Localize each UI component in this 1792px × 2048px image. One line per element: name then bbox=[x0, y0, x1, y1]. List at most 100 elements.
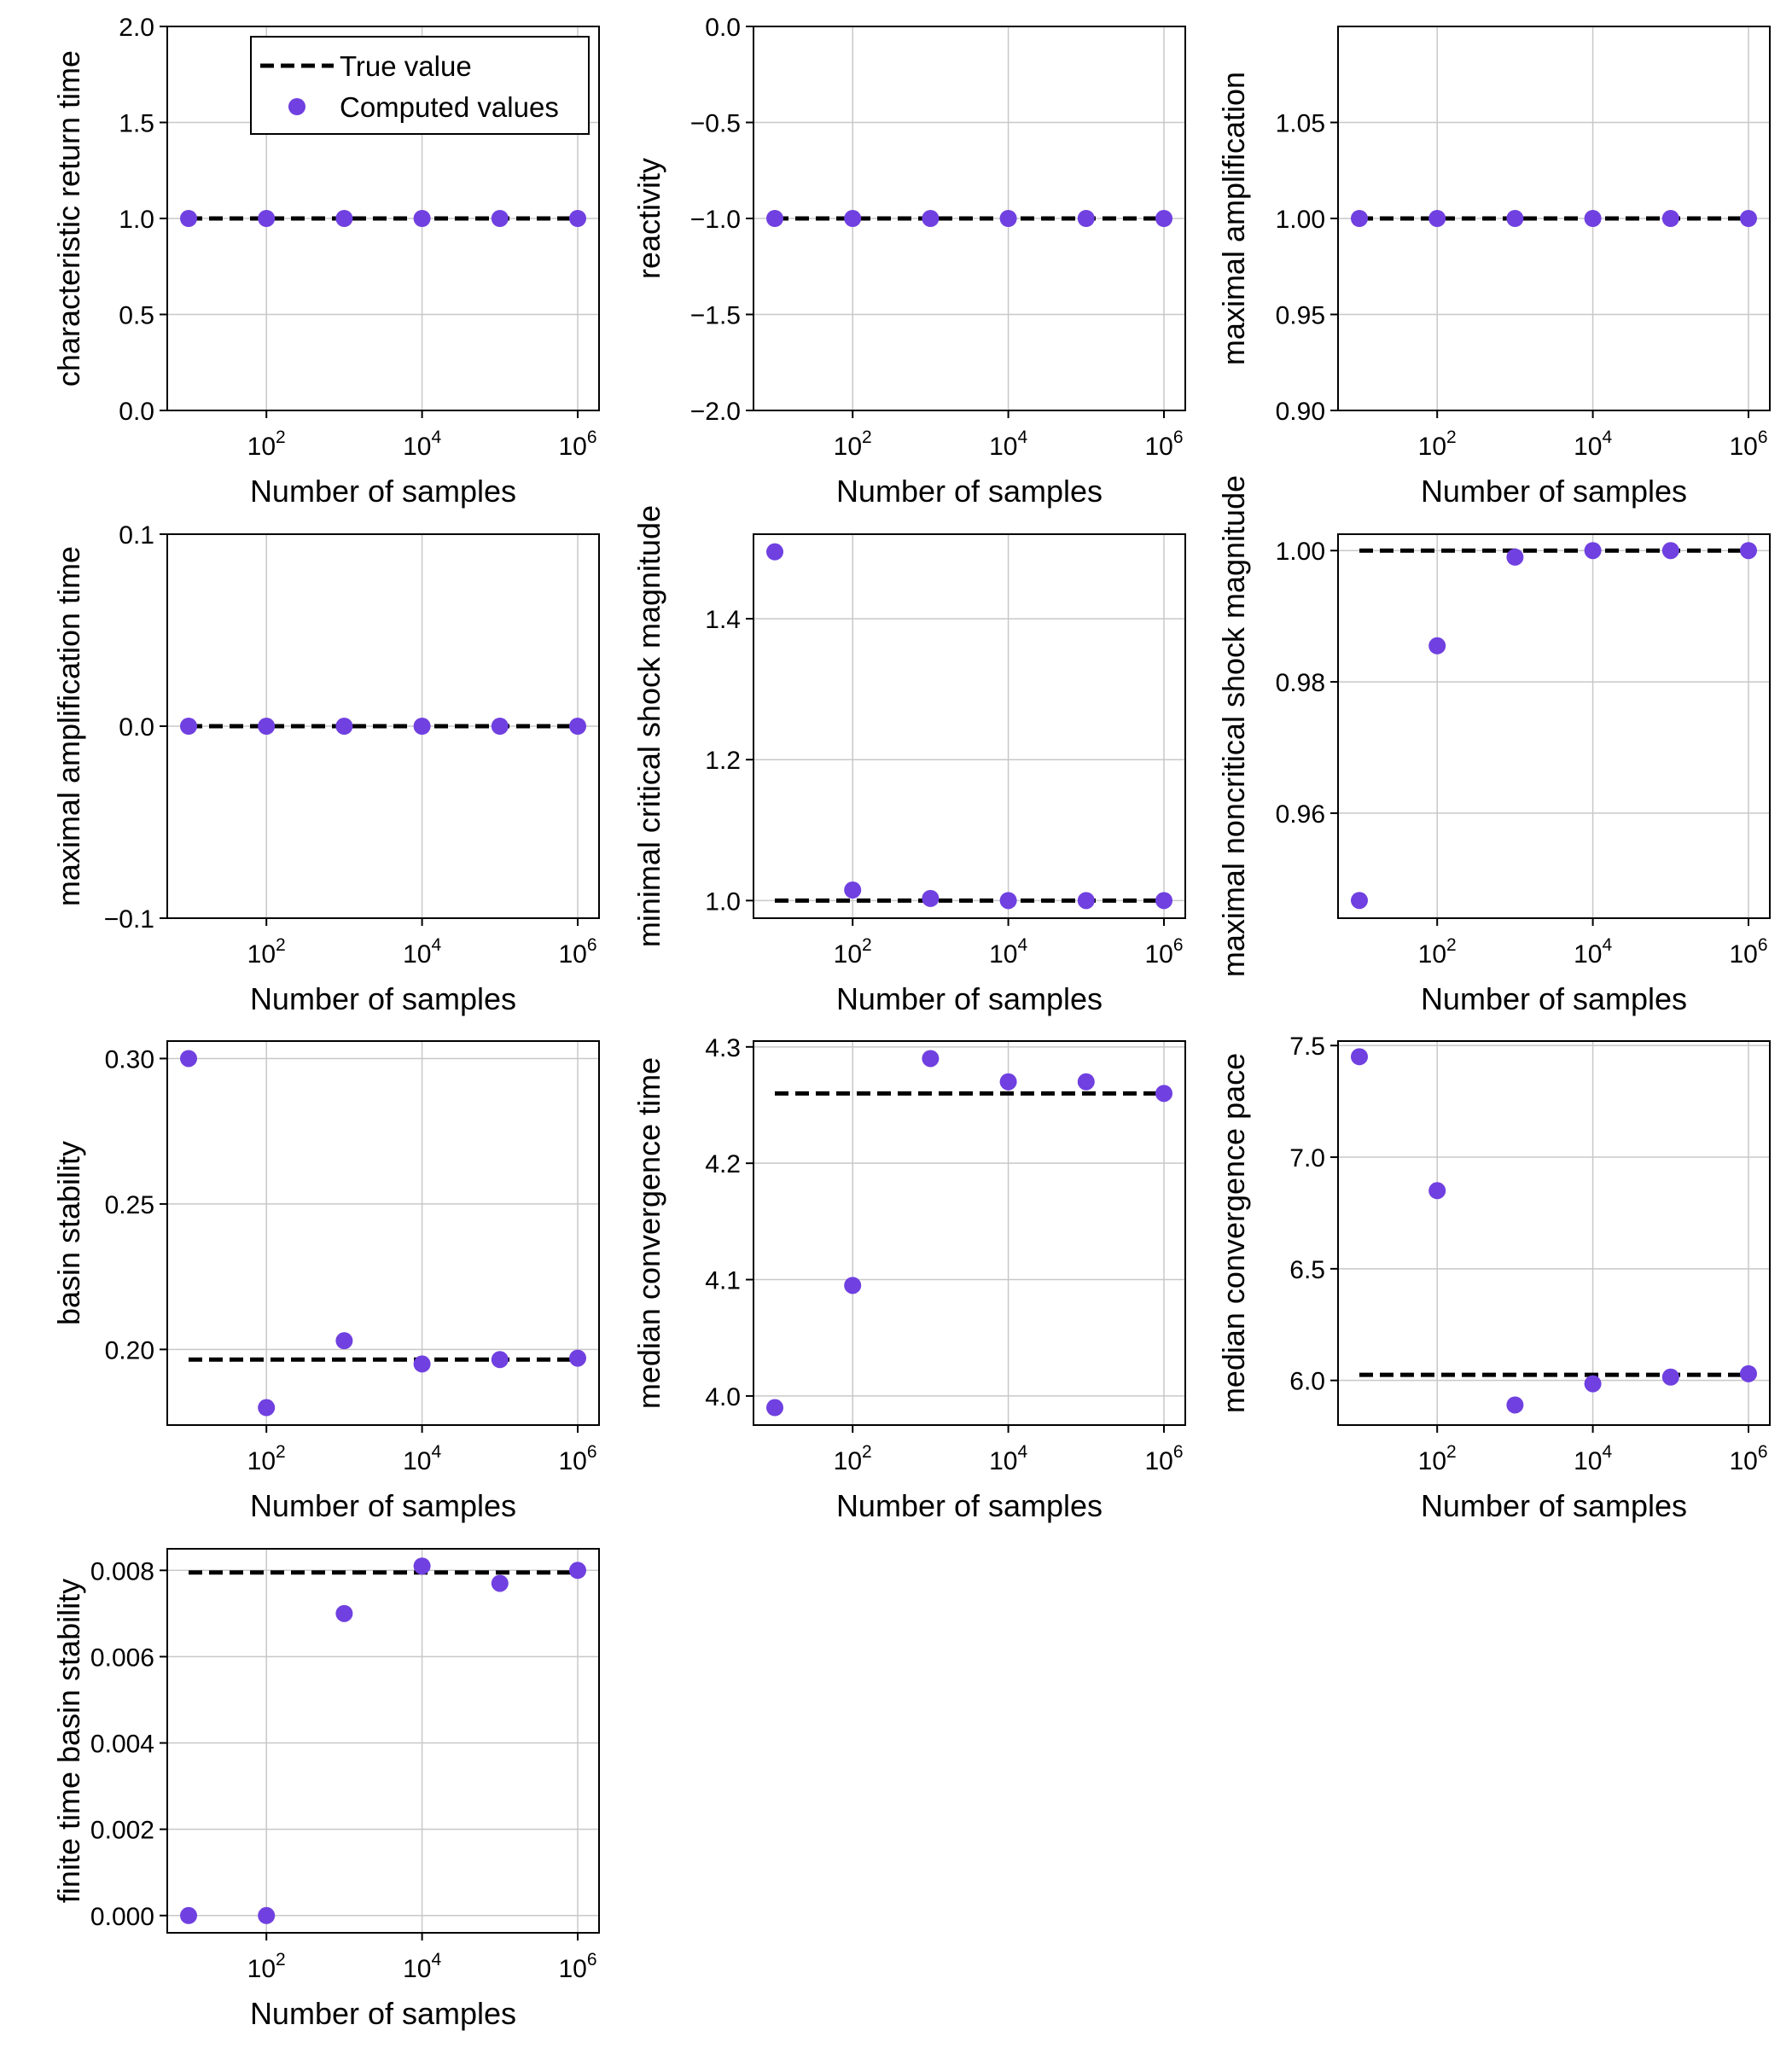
data-point-3 bbox=[1506, 210, 1524, 227]
y-axis-label: median convergence pace bbox=[1216, 1053, 1251, 1413]
x-axis-label: Number of samples bbox=[836, 1488, 1103, 1523]
y-tick-label-2: 1.2 bbox=[705, 747, 741, 775]
data-point-5 bbox=[1661, 542, 1679, 560]
x-tick-label-1: 102 bbox=[834, 1442, 872, 1475]
plot-frame bbox=[1337, 533, 1771, 919]
y-tick-label-2: 0.0 bbox=[119, 713, 154, 742]
data-point-5 bbox=[491, 1351, 509, 1369]
x-tick-label-1: 102 bbox=[1418, 428, 1457, 461]
data-point-3 bbox=[335, 210, 353, 227]
data-point-3 bbox=[335, 1332, 353, 1350]
y-tick-label-2: 4.1 bbox=[705, 1267, 741, 1295]
data-point-1 bbox=[180, 718, 197, 735]
y-tick-label-3: 0.004 bbox=[90, 1731, 154, 1759]
x-tick-label-1: 102 bbox=[834, 935, 872, 969]
plot-frame bbox=[166, 1548, 600, 1934]
data-point-2 bbox=[258, 1906, 276, 1924]
x-axis-label: Number of samples bbox=[250, 474, 516, 509]
data-point-1 bbox=[766, 1399, 783, 1417]
data-point-4 bbox=[413, 718, 431, 735]
x-tick-label-2: 104 bbox=[1574, 935, 1612, 969]
y-tick-label-3: 7.0 bbox=[1289, 1144, 1325, 1172]
x-tick-label-1: 102 bbox=[834, 428, 872, 461]
y-tick-label-5: 2.0 bbox=[119, 14, 154, 42]
chart-panel-10: 0.000 0.002 0.004 0.006 0.008 102 104 106 Number… bbox=[51, 1548, 600, 2031]
chart-panel-2: −2.0 −1.5 −1.0 −0.5 0.0 102 104 106 Number of sa… bbox=[631, 14, 1186, 509]
y-tick-label-2: 0.25 bbox=[105, 1191, 154, 1219]
x-tick-label-2: 104 bbox=[403, 935, 441, 969]
y-tick-label-2: 0.002 bbox=[90, 1817, 154, 1845]
x-tick-label-3: 106 bbox=[1729, 428, 1767, 461]
x-tick-label-2: 104 bbox=[989, 428, 1027, 461]
data-point-3 bbox=[922, 889, 940, 907]
x-axis-label: Number of samples bbox=[250, 981, 516, 1016]
data-point-3 bbox=[335, 1604, 353, 1622]
y-axis-label: minimal critical shock magnitude bbox=[631, 505, 666, 947]
x-tick-label-3: 106 bbox=[558, 1950, 596, 1983]
y-tick-label-1: 0.0 bbox=[119, 398, 154, 426]
x-axis-label: Number of samples bbox=[1421, 981, 1687, 1016]
data-point-5 bbox=[1077, 210, 1095, 227]
y-tick-label-1: 0.90 bbox=[1276, 398, 1325, 426]
legend-true-label: True value bbox=[340, 50, 472, 82]
y-tick-label-1: −2.0 bbox=[690, 398, 741, 426]
chart-panel-9: 6.0 6.5 7.0 7.5 102 104 106 Number of samples me… bbox=[1216, 1033, 1771, 1523]
data-point-4 bbox=[413, 210, 431, 227]
y-axis-label: finite time basin stability bbox=[51, 1579, 86, 1903]
y-tick-label-4: 0.006 bbox=[90, 1644, 154, 1672]
data-point-6 bbox=[569, 1349, 586, 1367]
data-point-4 bbox=[413, 1355, 431, 1373]
x-tick-label-1: 102 bbox=[247, 428, 286, 461]
plot-frame bbox=[166, 1040, 600, 1426]
data-point-2 bbox=[844, 210, 862, 227]
y-tick-label-3: 1.00 bbox=[1276, 538, 1325, 566]
data-point-4 bbox=[999, 892, 1017, 910]
x-tick-label-3: 106 bbox=[558, 935, 596, 969]
data-point-6 bbox=[1740, 210, 1757, 227]
y-tick-label-1: 0.96 bbox=[1276, 800, 1325, 829]
x-tick-label-2: 104 bbox=[1574, 428, 1612, 461]
y-axis-label: reactivity bbox=[631, 158, 666, 279]
x-axis-label: Number of samples bbox=[250, 1488, 516, 1523]
y-tick-label-5: 0.0 bbox=[705, 14, 741, 42]
data-point-1 bbox=[180, 1906, 197, 1924]
x-tick-label-3: 106 bbox=[1144, 935, 1183, 969]
data-point-2 bbox=[1428, 210, 1446, 227]
y-axis-label: median convergence time bbox=[631, 1057, 666, 1409]
data-point-5 bbox=[491, 210, 509, 227]
data-point-4 bbox=[1584, 542, 1602, 560]
data-point-3 bbox=[922, 210, 940, 227]
data-point-5 bbox=[491, 1574, 509, 1592]
legend-computed-label: Computed values bbox=[340, 91, 559, 123]
data-point-5 bbox=[491, 718, 509, 735]
x-axis-label: Number of samples bbox=[1421, 1488, 1687, 1523]
y-tick-label-3: 0.30 bbox=[105, 1045, 154, 1073]
data-point-6 bbox=[1155, 1085, 1172, 1103]
y-tick-label-4: 7.5 bbox=[1289, 1033, 1325, 1061]
x-tick-label-3: 106 bbox=[558, 1442, 596, 1475]
legend-computed-swatch bbox=[288, 98, 305, 115]
data-point-1 bbox=[180, 210, 197, 227]
data-point-4 bbox=[1584, 210, 1602, 227]
data-point-2 bbox=[1428, 637, 1446, 655]
x-axis-label: Number of samples bbox=[1421, 474, 1687, 509]
data-point-3 bbox=[922, 1050, 940, 1068]
x-tick-label-1: 102 bbox=[247, 1950, 286, 1983]
data-point-5 bbox=[1661, 210, 1679, 227]
y-tick-label-1: 1.0 bbox=[705, 887, 741, 916]
y-tick-label-4: 1.5 bbox=[119, 110, 154, 138]
y-tick-label-3: 1.0 bbox=[119, 206, 154, 234]
x-tick-label-3: 106 bbox=[558, 428, 596, 461]
data-point-6 bbox=[569, 718, 586, 735]
data-point-4 bbox=[413, 1557, 431, 1575]
data-point-4 bbox=[1584, 1375, 1602, 1393]
data-point-3 bbox=[1506, 1396, 1524, 1414]
data-point-6 bbox=[1155, 210, 1172, 227]
x-tick-label-3: 106 bbox=[1144, 1442, 1183, 1475]
x-tick-label-1: 102 bbox=[1418, 1442, 1457, 1475]
data-point-1 bbox=[180, 1050, 197, 1068]
x-tick-label-2: 104 bbox=[989, 935, 1027, 969]
y-tick-label-2: −1.5 bbox=[690, 302, 741, 330]
y-tick-label-1: −0.1 bbox=[104, 905, 154, 934]
